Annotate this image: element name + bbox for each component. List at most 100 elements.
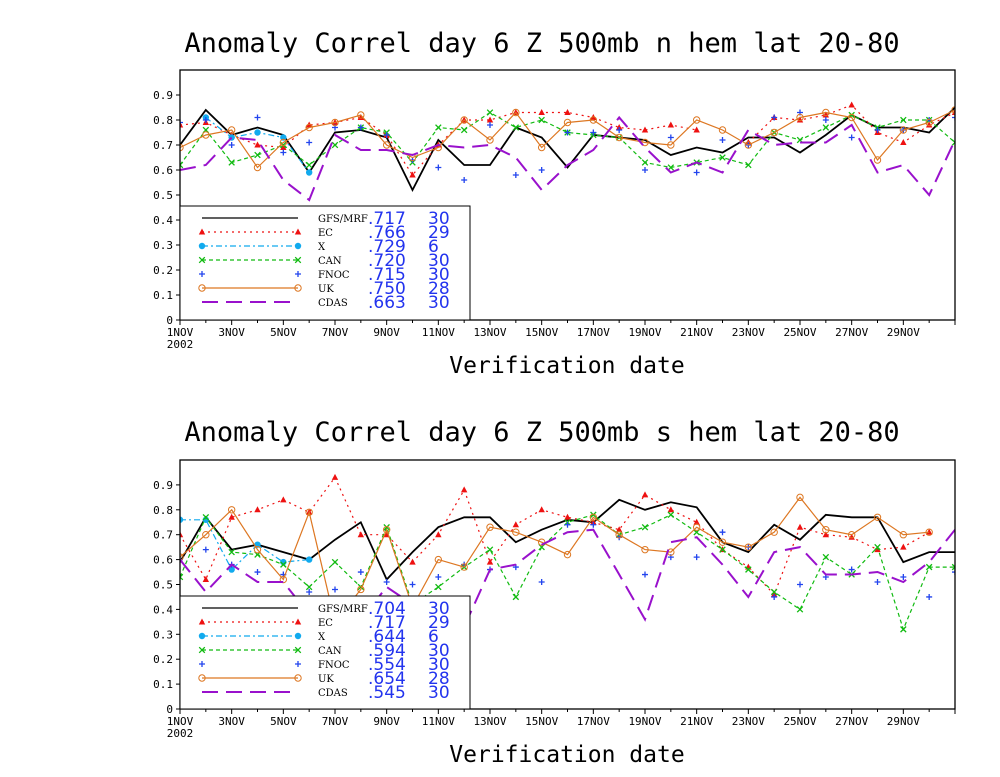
data-point: [279, 575, 288, 584]
data-point: [254, 114, 261, 121]
plot-area: [180, 101, 955, 202]
x-tick-label: 5NOV: [270, 326, 297, 339]
data-point: [822, 108, 830, 117]
data-point: [202, 576, 210, 583]
legend-marker: [198, 618, 206, 625]
x-tick-label: 7NOV: [322, 715, 349, 728]
data-point: [564, 521, 571, 528]
legend-stat-mean: .545: [368, 683, 406, 703]
y-tick-label: 0.9: [153, 479, 173, 492]
x-tick-label: 7NOV: [322, 326, 349, 339]
x-tick-label: 1NOV: [167, 715, 194, 728]
data-point: [641, 523, 649, 531]
data-point: [331, 473, 339, 480]
data-point: [382, 141, 391, 149]
data-point: [848, 101, 855, 108]
legend-marker: [198, 632, 206, 640]
data-point: [332, 586, 338, 593]
data-point: [512, 593, 520, 601]
data-point: [280, 561, 287, 568]
x-tick-label: 27NOV: [835, 715, 868, 728]
legend-marker: [198, 242, 206, 250]
data-point: [180, 119, 183, 126]
series-line: [180, 111, 955, 169]
data-point: [873, 513, 882, 521]
data-point: [770, 588, 778, 596]
data-point: [693, 554, 700, 561]
legend-entry: X .729 6: [198, 237, 439, 257]
series-fnoc: [180, 521, 955, 600]
data-point: [718, 126, 727, 134]
data-point: [306, 588, 313, 595]
data-point: [357, 569, 364, 576]
legend-stat-mean: .715: [368, 265, 406, 285]
data-point: [538, 109, 545, 115]
data-point: [254, 569, 261, 576]
legend-stat-count: 30: [428, 251, 450, 271]
data-point: [305, 508, 313, 516]
data-point: [847, 113, 856, 122]
data-point: [537, 143, 546, 152]
y-tick-label: 0.4: [153, 214, 173, 227]
data-point: [667, 511, 675, 519]
legend-entry: CAN .720 30: [198, 251, 450, 271]
legend-marker: [294, 228, 302, 235]
data-point: [925, 118, 933, 127]
data-point: [641, 159, 649, 166]
legend-stat-count: 28: [428, 279, 450, 299]
x-tick-label: 21NOV: [680, 715, 713, 728]
x-tick-label: 9NOV: [373, 715, 400, 728]
y-tick-label: 0.5: [153, 189, 173, 202]
data-point: [900, 139, 907, 145]
data-point: [719, 154, 726, 161]
plot-frame: [179, 459, 956, 710]
data-point: [435, 531, 442, 538]
legend-stat-count: 30: [428, 655, 450, 675]
data-point: [253, 545, 262, 554]
data-point: [383, 579, 390, 586]
series-x: [202, 114, 313, 176]
data-point: [228, 142, 235, 148]
data-point: [848, 566, 855, 573]
data-point: [900, 574, 907, 581]
legend-marker: [294, 646, 302, 654]
data-point: [202, 546, 209, 553]
series-gfs-mrf: [180, 498, 955, 582]
legend-label: CDAS: [318, 298, 348, 309]
chart-title: Anomaly Correl day 6 Z 500mb n hem lat 2…: [184, 28, 899, 59]
y-tick-label: 0.6: [153, 554, 173, 567]
series-cdas: [180, 115, 955, 202]
legend-stat-count: 29: [428, 223, 450, 243]
legend-stat-mean: .717: [368, 209, 406, 229]
data-point: [615, 526, 623, 533]
data-point: [719, 529, 726, 536]
data-point: [848, 134, 855, 141]
legend-stat-count: 30: [428, 641, 450, 661]
x-tick-label: 11NOV: [422, 326, 455, 339]
data-point: [228, 513, 235, 520]
legend-label: X: [318, 632, 326, 643]
legend-marker: [294, 674, 302, 682]
data-point: [486, 109, 494, 116]
data-point: [305, 161, 313, 169]
legend-stat-count: 6: [428, 237, 439, 257]
data-point: [667, 134, 674, 141]
data-point: [253, 163, 262, 172]
data-point: [254, 151, 261, 159]
data-point: [306, 139, 313, 146]
data-point: [590, 511, 597, 519]
data-point: [642, 571, 648, 578]
legend-entry: GFS/MRF .717 30: [202, 209, 450, 229]
series-line: [180, 109, 955, 169]
data-point: [589, 513, 598, 521]
series-line: [180, 498, 955, 582]
data-point: [435, 164, 442, 171]
y-tick-label: 0.2: [153, 653, 173, 666]
data-point: [564, 109, 571, 115]
y-tick-label: 0.6: [153, 164, 173, 177]
data-point: [280, 134, 287, 141]
data-point: [667, 141, 675, 149]
data-point: [254, 506, 261, 513]
data-point: [745, 161, 752, 169]
